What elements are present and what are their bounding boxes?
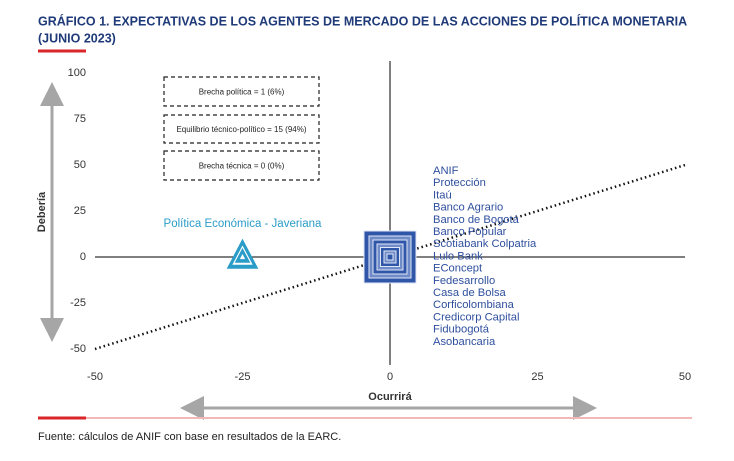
point-label: Asobancaria (433, 336, 496, 348)
data-point (226, 238, 259, 269)
point-label: Fidubogotá (433, 324, 490, 336)
y-tick-label: 0 (80, 251, 86, 263)
point-label: Banco Agrario (433, 202, 503, 214)
triangle-ring (238, 251, 247, 261)
point-label: Protección (433, 177, 486, 189)
point-label: Lulo Bank (433, 250, 483, 262)
point-label: Casa de Bolsa (433, 287, 507, 299)
y-tick-label: 75 (74, 113, 86, 125)
data-point (363, 230, 417, 284)
annotation-text: Equilibrio técnico-político = 15 (94%) (176, 125, 306, 134)
x-tick-label: 50 (679, 371, 691, 383)
y-axis-label: Debería (36, 191, 48, 232)
point-label: ANIF (433, 165, 459, 177)
x-axis-label: Ocurrirá (368, 391, 412, 403)
annotation-box (163, 114, 320, 144)
y-tick-label: 50 (74, 159, 86, 171)
point-label: Banco Popular (433, 226, 507, 238)
x-tick-label: 25 (531, 371, 543, 383)
y-tick-label: 25 (74, 205, 86, 217)
legend-label: Política Económica - Javeriana (164, 218, 322, 230)
point-label: Scotiabank Colpatria (433, 238, 537, 250)
plot-area: -50 -25 0 25 50 75 100 -50 -25 0 25 50 Brecha políti… (68, 61, 691, 383)
y-tick-label: -50 (70, 343, 86, 355)
annotation-box (163, 76, 320, 107)
point-label: EConcept (433, 263, 483, 275)
x-tick-label: -50 (87, 371, 103, 383)
point-label: Fedesarrollo (433, 275, 495, 287)
chart-title: (JUNIO 2023) (38, 31, 116, 45)
annotation-text: Brecha política = 1 (6%) (199, 88, 285, 97)
annotation-box (163, 150, 320, 181)
chart-title: GRÁFICO 1. EXPECTATIVAS DE LOS AGENTES D… (38, 13, 687, 28)
point-label: Banco de Bogotá (433, 214, 520, 226)
annotation-text: Brecha técnica = 0 (0%) (199, 162, 285, 171)
y-tick-label: -25 (70, 297, 86, 309)
point-label: Itaú (433, 189, 452, 201)
point-label: Credicorp Capital (433, 311, 519, 323)
x-tick-label: -25 (235, 371, 251, 383)
y-tick-label: 100 (68, 67, 86, 79)
square-ring (386, 253, 394, 261)
x-tick-label: 0 (387, 371, 393, 383)
source-note: Fuente: cálculos de ANIF con base en res… (38, 431, 341, 443)
point-label: Corficolombiana (433, 299, 515, 311)
